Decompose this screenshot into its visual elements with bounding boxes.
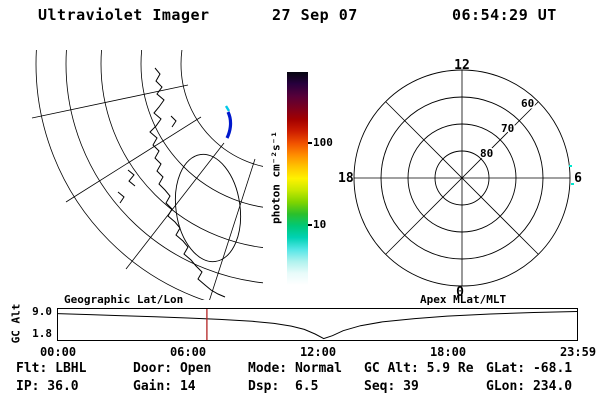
mlt-label-0: 0 bbox=[456, 285, 464, 299]
polar-spokes bbox=[354, 70, 570, 286]
mlt-label-6: 6 bbox=[574, 171, 582, 186]
mlt-label-18: 18 bbox=[338, 171, 354, 186]
mlt-label-12: 12 bbox=[454, 58, 470, 73]
mlat-ring-label-60: 60 bbox=[521, 97, 534, 110]
timeline-xtick-1200: 12:00 bbox=[299, 345, 337, 359]
status-glon: GLon: 234.0 bbox=[486, 379, 573, 394]
aurora-emission-cyan bbox=[224, 105, 231, 112]
colorbar-tickmark-100 bbox=[308, 142, 312, 144]
gc-alt-timeline bbox=[57, 308, 578, 341]
header-date: 27 Sep 07 bbox=[272, 6, 358, 24]
timeline-ytick-bottom: 1.8 bbox=[32, 327, 52, 340]
colorbar-tick-10: 10 bbox=[313, 218, 327, 231]
timeline-xtick-1800: 18:00 bbox=[429, 345, 467, 359]
timeline-xtick-2359: 23:59 bbox=[559, 345, 597, 359]
timeline-xtick-0000: 00:00 bbox=[39, 345, 77, 359]
status-flt: Flt: LBHL bbox=[16, 361, 87, 376]
mlat-ring-label-70: 70 bbox=[501, 122, 514, 135]
timeline-ylabel: GC Alt bbox=[9, 303, 23, 344]
status-glat: GLat: -68.1 bbox=[486, 361, 573, 376]
timeline-frame bbox=[57, 308, 578, 341]
map-panel-caption: Geographic Lat/Lon bbox=[64, 293, 184, 306]
colorbar-unit-label: photon cm⁻²s⁻¹ bbox=[269, 131, 283, 224]
polar-panel-caption: Apex MLat/MLT bbox=[420, 293, 507, 306]
status-door: Door: Open bbox=[133, 361, 212, 376]
map-graticule bbox=[31, 50, 263, 300]
colorbar-tickmark-10 bbox=[308, 224, 312, 226]
status-seq: Seq: 39 bbox=[364, 379, 419, 394]
status-ip: IP: 36.0 bbox=[16, 379, 79, 394]
status-mode: Mode: Normal bbox=[248, 361, 342, 376]
timeline-xtick-0600: 06:00 bbox=[169, 345, 207, 359]
polar-grid-panel: 12 18 6 0 60 70 80 bbox=[338, 58, 582, 299]
header-time: 06:54:29 UT bbox=[452, 6, 557, 24]
mlat-ring-label-80: 80 bbox=[480, 147, 493, 160]
colorbar-tick-100: 100 bbox=[313, 136, 333, 149]
status-gain: Gain: 14 bbox=[133, 379, 196, 394]
uv-emission-specks bbox=[569, 165, 574, 185]
gc-alt-curve bbox=[57, 311, 578, 340]
status-dsp: Dsp: 6.5 bbox=[248, 379, 319, 394]
timeline-ytick-top: 9.0 bbox=[32, 305, 52, 318]
status-gc-alt: GC Alt: 5.9 Re bbox=[364, 361, 474, 376]
map-islands bbox=[117, 115, 177, 204]
colorbar-gradient bbox=[287, 72, 308, 285]
map-terminator-ellipse bbox=[174, 153, 242, 263]
app-title: Ultraviolet Imager bbox=[38, 6, 210, 24]
geographic-map-panel bbox=[31, 50, 263, 300]
aurora-emission-blue bbox=[225, 111, 233, 139]
map-coastline bbox=[149, 67, 226, 298]
